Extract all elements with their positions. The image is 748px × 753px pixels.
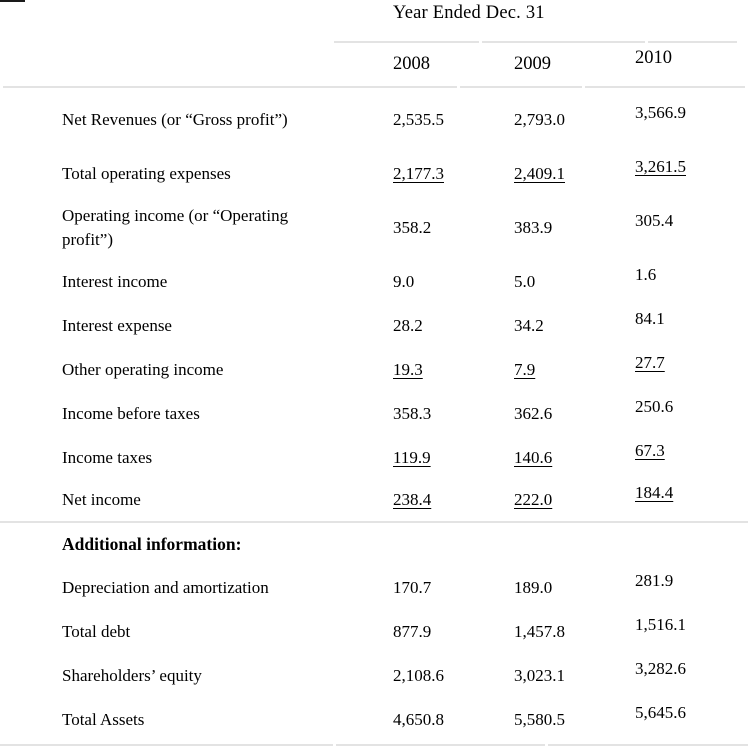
- value-2010: 1.6: [635, 265, 657, 284]
- column-header-2008: 2008: [393, 54, 430, 74]
- value-2009: 189.0: [514, 578, 553, 597]
- column-header-2009: 2009: [514, 54, 551, 74]
- value-2008: 9.0: [393, 272, 415, 291]
- row-label: Interest income: [62, 272, 168, 291]
- value-2009: 362.6: [514, 404, 553, 423]
- row-label: Net income: [62, 490, 141, 509]
- value-2009: 2,793.0: [514, 110, 565, 129]
- value-2008: 119.9: [393, 448, 431, 467]
- table-bottom-rule: [0, 744, 748, 746]
- value-2008: 28.2: [393, 316, 423, 335]
- divider-gap: [479, 41, 482, 43]
- value-2009: 383.9: [514, 218, 553, 237]
- value-2009: 7.9: [514, 360, 536, 379]
- header-bottom-rule: [3, 86, 745, 88]
- divider-gap: [645, 41, 648, 43]
- value-2009: 222.0: [514, 490, 553, 509]
- table-title: Year Ended Dec. 31: [393, 3, 545, 23]
- table-row: Interest expense 28.2 34.2 84.1: [0, 304, 748, 348]
- value-2009: 34.2: [514, 316, 544, 335]
- value-2010: 1,516.1: [635, 615, 686, 634]
- row-label: Total operating expenses: [62, 164, 231, 183]
- value-2010: 5,645.6: [635, 703, 686, 722]
- value-2010: 27.7: [635, 353, 665, 372]
- divider-gap: [582, 86, 585, 88]
- value-2010: 3,261.5: [635, 157, 686, 176]
- table-row: Interest income 9.0 5.0 1.6: [0, 260, 748, 304]
- row-label: Other operating income: [62, 360, 224, 379]
- value-2009: 1,457.8: [514, 622, 565, 641]
- table-row: Net income 238.4 222.0 184.4: [0, 478, 748, 522]
- value-2008: 19.3: [393, 360, 423, 379]
- table-row: Operating income (or “Operating profit”)…: [0, 196, 748, 260]
- value-2009: 140.6: [514, 448, 553, 467]
- value-2009: 5,580.5: [514, 710, 565, 729]
- divider-gap: [545, 744, 548, 746]
- table-row: Income before taxes 358.3 362.6 250.6: [0, 392, 748, 436]
- value-2010: 184.4: [635, 483, 674, 502]
- table-row: Shareholders’ equity 2,108.6 3,023.1 3,2…: [0, 654, 748, 698]
- table-row: Depreciation and amortization 170.7 189.…: [0, 566, 748, 610]
- value-2008: 4,650.8: [393, 710, 444, 729]
- value-2009: 2,409.1: [514, 164, 565, 183]
- row-label: Total debt: [62, 622, 131, 641]
- value-2008: 877.9: [393, 622, 432, 641]
- value-2008: 358.3: [393, 404, 432, 423]
- table-section-header: Additional information:: [0, 522, 748, 566]
- table-row: Net Revenues (or “Gross profit”) 2,535.5…: [0, 88, 748, 152]
- crop-artifact-line: [0, 0, 25, 2]
- divider-gap: [333, 744, 336, 746]
- value-2009: 3,023.1: [514, 666, 565, 685]
- row-label: Total Assets: [62, 710, 145, 729]
- row-label: Income before taxes: [62, 404, 200, 423]
- value-2008: 170.7: [393, 578, 432, 597]
- value-2008: 2,108.6: [393, 666, 444, 685]
- table-row: Other operating income 19.3 7.9 27.7: [0, 348, 748, 392]
- value-2010: 305.4: [635, 211, 674, 230]
- value-2010: 250.6: [635, 397, 674, 416]
- row-label: Net Revenues (or “Gross profit”): [62, 110, 288, 129]
- row-label: Operating income (or “Operating profit”): [62, 206, 289, 249]
- value-2010: 3,282.6: [635, 659, 686, 678]
- value-2010: 281.9: [635, 571, 674, 590]
- table-row: Total operating expenses 2,177.3 2,409.1…: [0, 152, 748, 196]
- section-label: Additional information:: [62, 534, 242, 554]
- value-2008: 358.2: [393, 218, 432, 237]
- divider-gap: [457, 86, 460, 88]
- row-label: Shareholders’ equity: [62, 666, 202, 685]
- header-underline: [334, 41, 737, 43]
- value-2008: 2,177.3: [393, 164, 444, 183]
- value-2010: 84.1: [635, 309, 665, 328]
- column-header-2010: 2010: [635, 48, 672, 68]
- value-2010: 67.3: [635, 441, 665, 460]
- section-divider-rule: [0, 521, 748, 523]
- row-label: Interest expense: [62, 316, 172, 335]
- value-2009: 5.0: [514, 272, 536, 291]
- table-row: Total debt 877.9 1,457.8 1,516.1: [0, 610, 748, 654]
- table-row: Total Assets 4,650.8 5,580.5 5,645.6: [0, 698, 748, 742]
- value-2010: 3,566.9: [635, 103, 686, 122]
- row-label: Income taxes: [62, 448, 153, 467]
- value-2008: 2,535.5: [393, 110, 444, 129]
- row-label: Depreciation and amortization: [62, 578, 269, 597]
- table-row: Income taxes 119.9 140.6 67.3: [0, 436, 748, 480]
- value-2008: 238.4: [393, 490, 432, 509]
